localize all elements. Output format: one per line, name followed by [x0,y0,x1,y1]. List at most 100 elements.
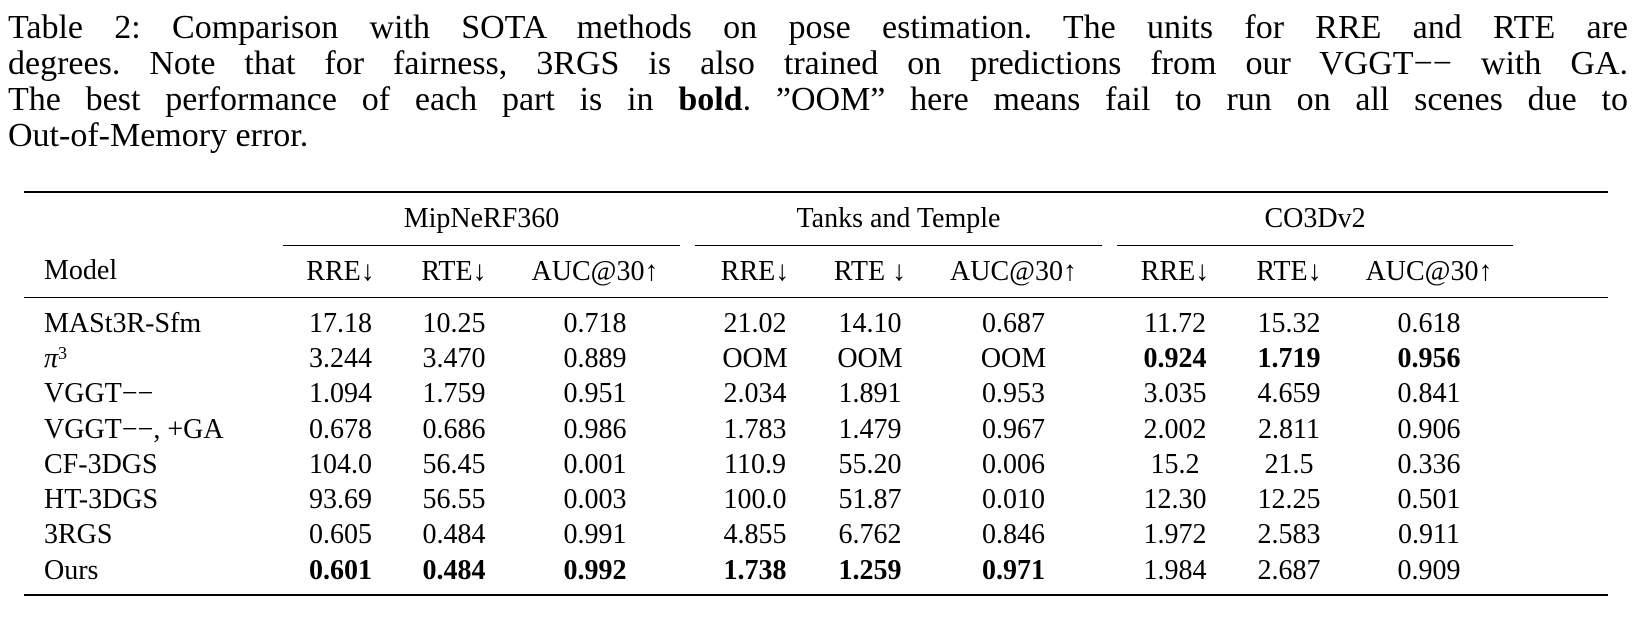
group-header-row: MipNeRF360 Tanks and Temple CO3Dv2 [24,192,1608,246]
caption-bold-word: bold [678,81,743,118]
table-cell: 0.601 [309,554,372,586]
table-cell: 0.618 [1397,307,1461,339]
table-cell: 1.094 [309,378,372,410]
table-cell: 3.244 [309,342,372,374]
table-cell: 0.953 [982,378,1045,410]
column-gap [1513,553,1608,595]
caption-text: The best performance of each part is in [8,81,679,118]
table-cell: 14.10 [838,307,902,339]
table-row: MASt3R-Sfm 17.18 10.25 0.718 21.02 14.10 0.687… [24,298,1608,342]
table-row: 3RGS 0.605 0.484 0.991 4.855 6.762 0.846 1.972 2… [24,518,1608,553]
table-cell: 4.855 [723,519,787,551]
column-header-row: Model RRE↓ RTE↓ AUC@30↑ RRE↓ RTE ↓ AUC@3… [24,245,1609,298]
caption-line: The best performance of each part is in … [8,82,1628,118]
column-header: RTE↓ [398,245,510,298]
table-cell: 0.718 [563,307,627,339]
table-cell: 1.738 [723,554,787,586]
table-cell: 12.30 [1143,484,1207,516]
column-gap [1513,341,1608,376]
column-header: RTE ↓ [815,245,925,298]
table-cell: 1.759 [422,378,486,410]
table-cell: 110.9 [724,448,786,480]
column-gap [680,377,695,412]
table-cell: 10.25 [422,307,486,339]
model-label: VGGT−−, +GA [44,413,224,445]
group-header-mipnerf360: MipNeRF360 [283,192,680,246]
table-cell: 0.484 [422,554,486,586]
column-header: AUC@30↑ [510,245,680,298]
table-cell: 17.18 [309,307,372,339]
column-gap [680,518,695,553]
model-label: Ours [44,554,99,586]
column-gap [680,553,695,595]
column-gap [680,447,695,482]
column-gap [1513,518,1608,553]
table-cell: 1.259 [838,554,902,586]
table-cell: 0.484 [422,519,486,551]
column-gap [1513,482,1608,517]
caption-line: Table 2: Comparison with SOTA methods on… [8,9,1628,46]
model-label: MASt3R-Sfm [44,307,202,339]
table-cell: 1.972 [1143,519,1207,551]
group-header-co3dv2: CO3Dv2 [1117,192,1514,246]
caption-line: Out-of-Memory error. [8,117,309,154]
table-row: CF-3DGS 104.0 56.45 0.001 110.9 55.20 0.006 15.… [24,447,1608,482]
table-cell: 3.035 [1143,378,1207,410]
table-cell: 6.762 [838,519,902,551]
model-name: π3 [24,341,283,376]
table-cell: 0.992 [563,554,627,586]
caption-text: . ”OOM” here means fail to run on all sc… [742,81,1628,118]
column-gap [1513,377,1608,412]
table-cell: 21.5 [1264,448,1314,480]
table-cell: 0.986 [563,413,627,445]
model-name: HT-3DGS [24,482,283,517]
column-gap [1102,553,1117,595]
model-superscript: 3 [58,342,68,363]
table-cell: 51.87 [838,484,902,516]
table-cell: 0.889 [563,342,627,374]
table-cell: 0.956 [1397,342,1461,374]
table-row: π3 3.244 3.470 0.889 OOM OOM OOM 0.924 1.719 0.95… [24,341,1608,376]
column-gap [1102,482,1117,517]
table-cell: 0.336 [1397,448,1461,480]
group-header-tanks-temple: Tanks and Temple [695,192,1103,246]
table-cell: 1.719 [1257,342,1321,374]
table-cell: 1.891 [838,378,902,410]
column-gap [1102,412,1117,447]
table-row: VGGT−−, +GA 0.678 0.686 0.986 1.783 1.479 0.96… [24,412,1608,447]
table-cell: 1.479 [838,413,902,445]
model-label: CF-3DGS [44,448,158,480]
table-cell: 11.72 [1144,307,1206,339]
column-header: RRE↓ [695,245,815,298]
column-header: RTE↓ [1233,245,1346,298]
table-cell: 0.010 [982,484,1045,516]
table-cell: 93.69 [309,484,372,516]
table-cell: 0.911 [1398,519,1460,551]
table-cell: 0.686 [422,413,486,445]
column-header: RRE↓ [283,245,398,298]
model-label: 3RGS [44,519,113,551]
table-cell: 0.991 [563,519,627,551]
table-cell: 100.0 [723,484,787,516]
column-header: RRE↓ [1117,245,1234,298]
table-cell: 0.678 [309,413,372,445]
column-header: AUC@30↑ [925,245,1103,298]
column-gap [1513,298,1608,342]
table-caption: Table 2: Comparison with SOTA methods on… [8,10,1628,154]
table-cell: 0.501 [1397,484,1461,516]
table-cell: 1.783 [723,413,787,445]
column-gap [680,298,695,342]
table-row: Ours 0.601 0.484 0.992 1.738 1.259 0.971 1.984 2… [24,553,1608,595]
table-cell: OOM [980,342,1047,374]
caption-line: degrees. Note that for fairness, 3RGS is… [8,45,1628,82]
table-cell: 0.003 [563,484,627,516]
table-cell: 2.811 [1258,413,1320,445]
table-cell: 2.002 [1143,413,1207,445]
model-name: 3RGS [24,518,283,553]
column-gap [1102,377,1117,412]
table-cell: 0.971 [982,554,1045,586]
table-cell: 4.659 [1257,378,1321,410]
model-label: π [44,342,59,374]
table-cell: 2.583 [1257,519,1321,551]
table-cell: 0.846 [982,519,1045,551]
